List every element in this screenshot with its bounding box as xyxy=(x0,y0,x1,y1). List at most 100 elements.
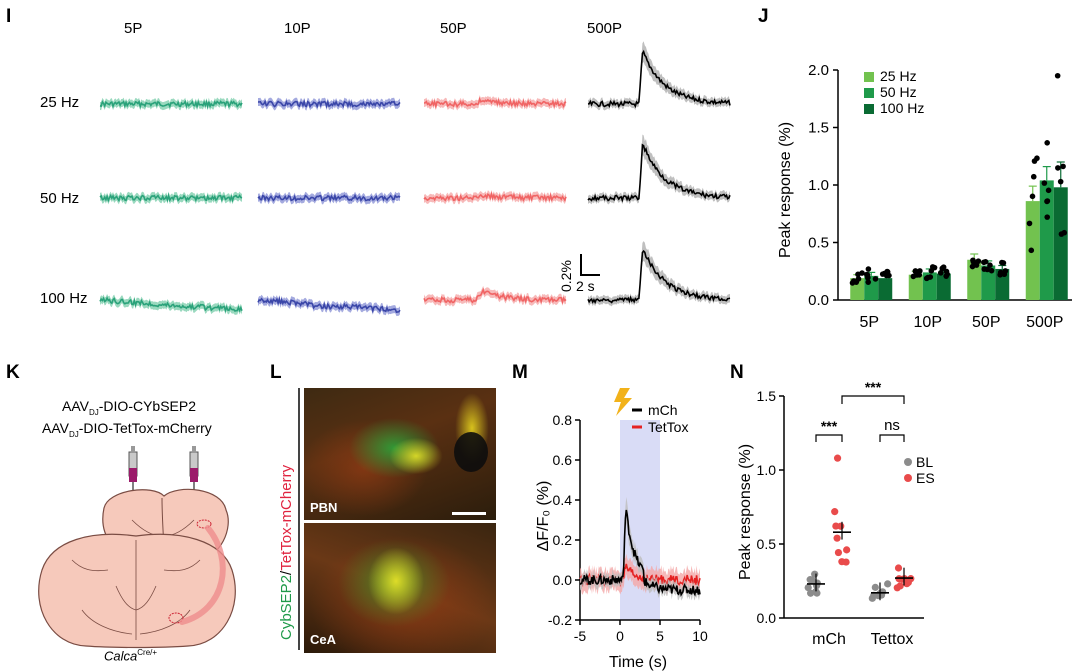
pulse-label-5p: 5P xyxy=(124,20,143,37)
panel-label-n: N xyxy=(730,362,744,383)
j-point xyxy=(1060,163,1066,170)
j-point xyxy=(1054,72,1061,79)
trace-band-r2-c0 xyxy=(100,294,242,315)
m-legend-label: TetTox xyxy=(648,419,688,435)
m-xtick-label: 10 xyxy=(692,628,708,644)
j-point xyxy=(1044,140,1050,146)
j-ytick-label: 0.5 xyxy=(808,235,829,252)
j-point xyxy=(939,265,946,272)
n-point xyxy=(807,589,815,597)
j-point xyxy=(1058,231,1065,237)
j-point xyxy=(865,279,872,285)
j-point xyxy=(1045,187,1052,194)
j-point xyxy=(1030,173,1037,180)
m-ytick-label: 0.4 xyxy=(553,492,573,508)
n-point xyxy=(871,583,879,591)
chart-j-peak-response: Peak response (%) 0.0 0.5 1.0 1.5 2.0 5P 10P 50… xyxy=(777,62,1072,331)
pulse-label-500p: 500P xyxy=(587,20,623,37)
n-xtick-label: mCh xyxy=(812,631,846,648)
j-legend-label: 25 Hz xyxy=(880,68,917,84)
region-label-cea: CeA xyxy=(310,632,337,647)
n-sig-tettox: ns xyxy=(884,417,900,434)
panel-label-l: L xyxy=(270,362,282,383)
n-point xyxy=(843,546,851,554)
j-point xyxy=(1044,214,1051,220)
j-point xyxy=(1031,158,1038,164)
j-point xyxy=(1041,180,1048,186)
m-xtick-label: 5 xyxy=(656,628,664,644)
trace-r2-c3 xyxy=(587,249,731,305)
j-point xyxy=(1029,193,1036,200)
panel-label-j: J xyxy=(758,6,769,27)
j-point xyxy=(865,274,871,281)
j-point xyxy=(943,268,950,275)
m-xtick-label: -5 xyxy=(574,628,587,644)
n-point xyxy=(896,582,904,590)
j-point xyxy=(872,276,879,282)
j-point xyxy=(982,258,989,265)
trace-r1-c2 xyxy=(423,191,567,203)
j-point xyxy=(937,270,944,276)
chart-j-ylabel: Peak response (%) xyxy=(777,122,794,258)
virus-line-1: AAVDJ-DIO-CYbSEP2 xyxy=(62,398,197,417)
j-ytick-label: 1.0 xyxy=(808,177,829,194)
n-point xyxy=(868,594,876,602)
j-point xyxy=(984,266,991,273)
j-point xyxy=(910,273,917,280)
j-legend-swatch xyxy=(864,104,874,114)
trace-r1-c3 xyxy=(587,143,731,203)
n-point xyxy=(894,564,903,572)
n-point xyxy=(833,534,841,542)
j-bar xyxy=(981,265,996,300)
panel-label-k: K xyxy=(6,362,20,383)
j-point xyxy=(1055,165,1061,171)
n-point xyxy=(813,589,821,597)
m-ytick-label: 0.0 xyxy=(553,572,573,588)
scalebar-x-label: 2 s xyxy=(576,278,595,294)
j-point xyxy=(916,272,923,278)
trace-r0-c0 xyxy=(99,99,243,110)
n-point xyxy=(832,522,840,530)
forebrain-section xyxy=(38,533,236,649)
trace-r1-c1 xyxy=(257,193,401,203)
n-legend-label: ES xyxy=(916,470,934,486)
j-point xyxy=(1057,178,1064,185)
trace-r0-c3 xyxy=(587,49,731,109)
projection-arrow xyxy=(179,525,226,625)
j-xtick-label: 10P xyxy=(914,314,942,331)
j-point xyxy=(997,271,1003,278)
j-bar xyxy=(908,274,923,300)
pulse-label-10p: 10P xyxy=(284,20,311,37)
n-ytick-label: 1.5 xyxy=(757,388,777,404)
n-bracket-mch xyxy=(815,434,843,442)
j-point xyxy=(879,271,886,277)
n-bracket-tettox xyxy=(879,434,905,442)
chart-m-xlabel: Time (s) xyxy=(609,654,667,671)
trace-band-r2-c3 xyxy=(588,241,730,307)
j-point xyxy=(886,272,892,279)
j-ytick-label: 1.5 xyxy=(808,120,829,137)
j-point xyxy=(1026,220,1033,227)
scalebar-y-label: 0.2% xyxy=(558,260,574,292)
n-point xyxy=(834,548,843,557)
j-bar xyxy=(1039,180,1054,300)
n-point xyxy=(808,576,816,584)
trace-band-r2-c2 xyxy=(424,285,566,307)
trace-r0-c2 xyxy=(423,96,567,110)
trace-band-r0-c3 xyxy=(588,41,730,111)
channel-label: CybSEP2/TetTox-mCherry xyxy=(278,464,295,640)
j-point xyxy=(987,262,993,268)
j-legend-label: 100 Hz xyxy=(880,100,924,116)
j-bar xyxy=(878,278,893,300)
n-ytick-label: 0.0 xyxy=(757,610,777,626)
m-ytick-label: 0.6 xyxy=(553,452,573,468)
n-xtick-label: Tettox xyxy=(871,631,914,648)
m-ytick-label: 0.8 xyxy=(553,412,573,428)
pulse-label-50p: 50P xyxy=(440,20,467,37)
genotype-label: CalcaCre/+ xyxy=(104,648,158,664)
panel-label-m: M xyxy=(512,362,528,383)
n-ytick-label: 1.0 xyxy=(757,462,777,478)
channel-divider xyxy=(298,388,300,650)
n-point xyxy=(804,583,812,592)
freq-label-100hz: 100 Hz xyxy=(40,290,88,307)
